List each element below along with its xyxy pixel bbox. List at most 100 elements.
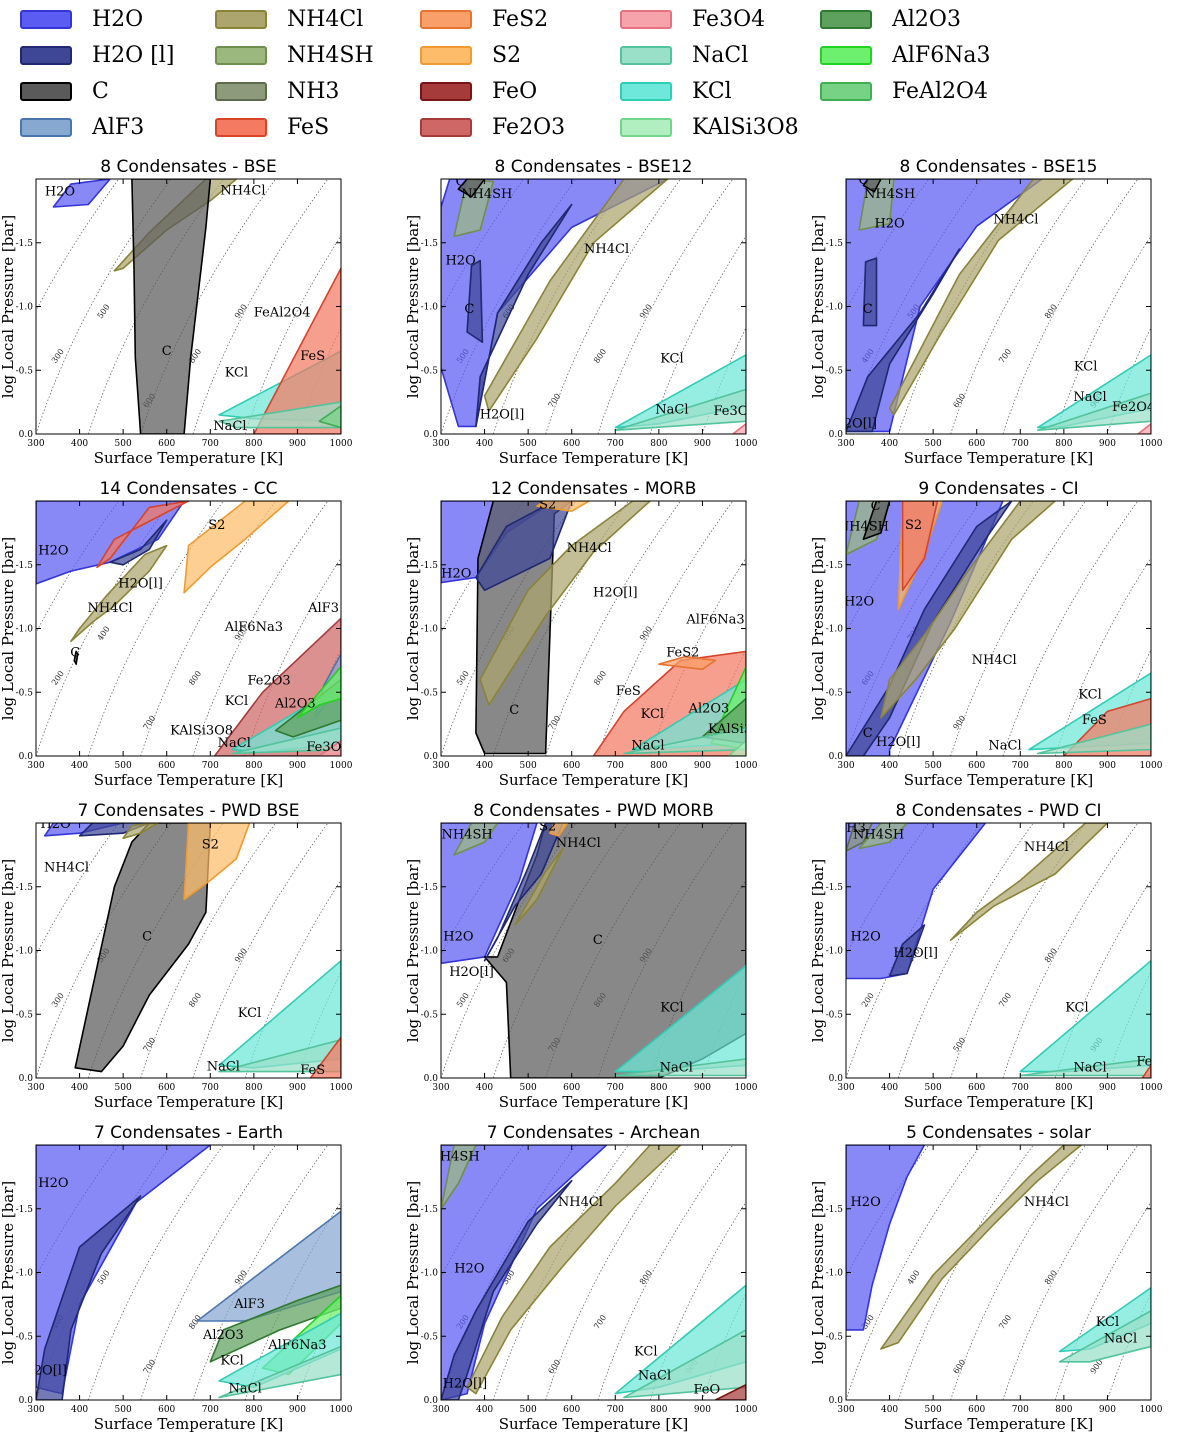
- region-label-fes: FeS: [1082, 713, 1107, 728]
- region-label-h2o-l: H2O[l]: [893, 946, 938, 961]
- x-tick-label: 500: [115, 761, 132, 771]
- region-h2o-l: [846, 248, 961, 433]
- x-tick-label: 900: [694, 1083, 711, 1093]
- region-label-nh4cl: NH4Cl: [972, 653, 1017, 668]
- chart-title: 8 Condensates - PWD MORB: [473, 801, 714, 821]
- x-axis-label: Surface Temperature [K]: [94, 1093, 284, 1111]
- x-tick-label: 700: [607, 761, 624, 771]
- x-tick-label: 300: [432, 1405, 449, 1415]
- x-tick-label: 300: [432, 761, 449, 771]
- x-tick-label: 500: [925, 1405, 942, 1415]
- y-tick-label: -0.5: [421, 1332, 439, 1342]
- region-label-nh4sh: NH4SH: [864, 187, 915, 202]
- x-tick-label: 800: [650, 761, 667, 771]
- y-tick-label: 0.0: [829, 1396, 844, 1406]
- x-tick-label: 900: [694, 439, 711, 449]
- region-nacl: [623, 727, 746, 755]
- region-label-nh4cl: NH4Cl: [220, 183, 265, 198]
- y-axis-label: log Local Pressure [bar]: [809, 859, 827, 1043]
- chart-panel-8-condensates-bse: 8 Condensates - BSE200300500600800900H2O…: [0, 157, 353, 467]
- y-axis-label: log Local Pressure [bar]: [809, 1181, 827, 1365]
- legend-item-feo: FeO: [420, 78, 537, 104]
- region-label-fe3o4: Fe3O4: [714, 404, 757, 419]
- plot-content: 150200400500700800900NH3NH4SHNH4ClH2OH2O…: [846, 823, 1161, 1078]
- region-nh4cl: [888, 179, 1074, 416]
- legend-item-al2o3: Al2O3: [820, 6, 961, 32]
- region-label-alf6na3: AlF6Na3: [224, 620, 283, 635]
- y-tick-label: 0.0: [424, 1396, 439, 1406]
- plot-content: 400500600700800900S2NH4ClH2OH2O[l]AlF6Na…: [441, 501, 746, 756]
- region-nacl: [614, 388, 746, 432]
- chart-title: 7 Condensates - Archean: [487, 1123, 701, 1143]
- region-label-kcl: KCl: [660, 352, 683, 367]
- region-label-nacl: NaCl: [229, 1381, 262, 1396]
- legend-swatch: [620, 81, 672, 101]
- region-c: [862, 179, 882, 193]
- region-nh4cl: [949, 823, 1109, 942]
- y-tick-label: -0.5: [421, 1010, 439, 1020]
- x-tick-label: 1000: [330, 1405, 353, 1415]
- region-label-kcl: KCl: [641, 707, 664, 722]
- y-tick-label: -1.0: [826, 947, 844, 957]
- y-tick-label: -1.0: [826, 303, 844, 313]
- legend-label: AlF6Na3: [892, 42, 991, 68]
- x-tick-label: 500: [520, 1083, 537, 1093]
- legend-label: Al2O3: [892, 6, 961, 32]
- region-nh4sh: [858, 179, 895, 231]
- legend-label: KAlSi3O8: [692, 114, 799, 140]
- y-axis-label: log Local Pressure [bar]: [404, 1181, 422, 1365]
- region-feo: [714, 1383, 746, 1400]
- x-tick-label: 500: [115, 439, 132, 449]
- x-tick-label: 400: [476, 1083, 493, 1093]
- y-tick-label: -1.5: [16, 239, 34, 249]
- x-tick-label: 300: [27, 761, 44, 771]
- x-tick-label: 1000: [1140, 439, 1163, 449]
- region-nh4cl: [70, 544, 168, 643]
- x-tick-label: 800: [650, 439, 667, 449]
- region-label-c: C: [871, 499, 881, 514]
- region-label-c: C: [162, 344, 172, 359]
- y-tick-label: -0.5: [16, 1332, 34, 1342]
- y-tick-label: -1.5: [421, 1205, 439, 1215]
- region-label-kcl: KCl: [220, 1353, 243, 1368]
- plot-content: 200300500600800900H2ONH4ClCFeAl2O4FeSKCl…: [36, 179, 341, 434]
- y-tick-label: -1.0: [421, 303, 439, 313]
- region-nh4cl: [466, 1145, 682, 1395]
- y-tick-label: -0.5: [421, 688, 439, 698]
- x-tick-label: 700: [1012, 439, 1029, 449]
- x-tick-label: 500: [925, 1083, 942, 1093]
- x-axis-label: Surface Temperature [K]: [904, 771, 1094, 789]
- x-axis-label: Surface Temperature [K]: [499, 771, 689, 789]
- region-label-c: C: [509, 703, 519, 718]
- legend-item-alf6na3: AlF6Na3: [820, 42, 991, 68]
- y-tick-label: -0.5: [421, 366, 439, 376]
- x-tick-label: 500: [925, 761, 942, 771]
- x-tick-label: 400: [881, 439, 898, 449]
- x-tick-label: 1000: [330, 761, 353, 771]
- region-h2o-l: [36, 1195, 142, 1400]
- region-label-fes: FeS: [1136, 1054, 1161, 1069]
- chart-title: 5 Condensates - solar: [906, 1123, 1091, 1143]
- legend-label: Fe2O3: [492, 114, 566, 140]
- region-label-al2o3: Al2O3: [274, 697, 316, 712]
- region-label-h2o-l: H2O[l]: [22, 1364, 67, 1379]
- x-tick-label: 900: [1099, 761, 1116, 771]
- region-c: [862, 257, 878, 327]
- x-tick-label: 600: [968, 1405, 985, 1415]
- region-label-h2o: H2O: [874, 216, 904, 231]
- region-label-kalsi3o8: KAlSi3O8: [170, 723, 233, 738]
- region-label-alf6na3: AlF6Na3: [267, 1338, 326, 1353]
- region-nh4cl: [880, 501, 1056, 719]
- region-label-nh4cl: NH4Cl: [44, 860, 89, 875]
- legend-label: FeAl2O4: [892, 78, 989, 104]
- y-tick-label: -1.0: [421, 947, 439, 957]
- chart-title: 7 Condensates - PWD BSE: [78, 801, 300, 821]
- region-label-nacl: NaCl: [988, 739, 1021, 754]
- region-label-fe2o3: Fe2O3: [248, 674, 291, 689]
- region-label-kcl: KCl: [225, 694, 248, 709]
- x-tick-label: 600: [563, 439, 580, 449]
- x-tick-label: 500: [115, 1083, 132, 1093]
- x-tick-label: 400: [71, 761, 88, 771]
- chart-panel-12-condensates-morb: 12 Condensates - MORB 400 500 600 700 800 900 S…: [404, 479, 758, 789]
- x-tick-label: 300: [432, 439, 449, 449]
